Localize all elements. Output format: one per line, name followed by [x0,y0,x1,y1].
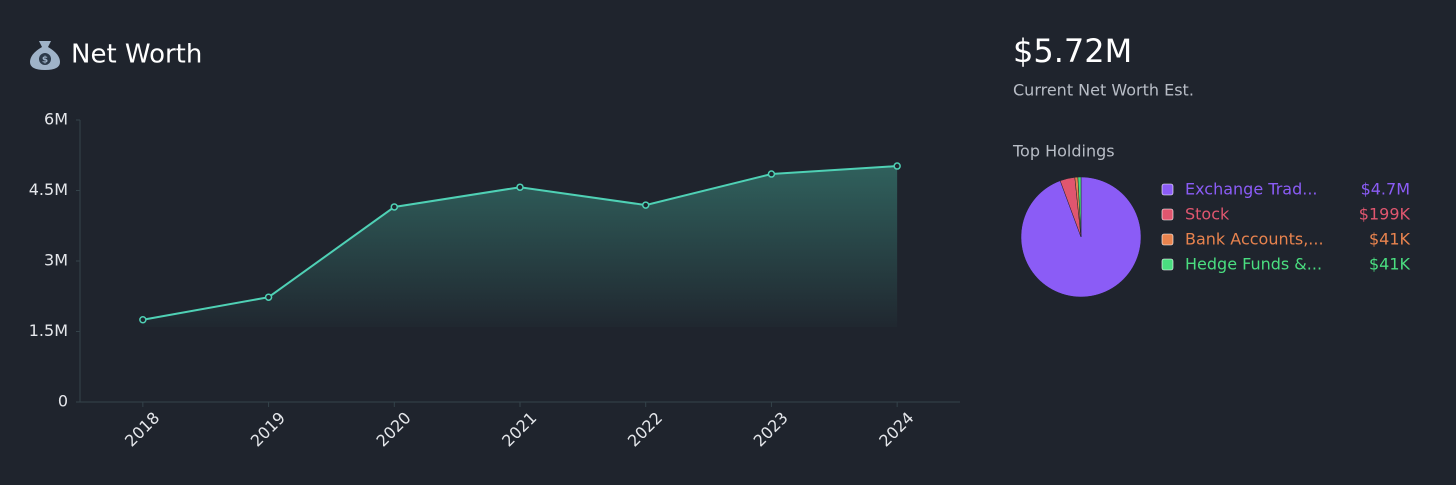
x-tick-label: 2019 [247,408,289,450]
legend-swatch [1161,208,1174,221]
point [516,183,524,191]
legend-label: Bank Accounts,... [1185,230,1324,249]
point [767,170,776,178]
x-tick-label: 2023 [750,408,792,450]
legend-value: $41K [1369,255,1411,274]
y-tick-label: 4.5M [29,180,68,199]
legend-value: $41K [1369,230,1411,249]
svg-text:$: $ [42,56,48,66]
point [641,201,650,209]
legend-swatch [1161,233,1174,246]
x-tick-label: 2024 [875,408,917,450]
legend-value: $4.7M [1361,180,1410,199]
point [264,293,273,301]
point [139,316,147,324]
area-fill [142,166,898,327]
net-worth-value: $5.72M [1013,32,1132,70]
legend-label: Hedge Funds &... [1185,255,1322,274]
legend-label: Exchange Trad... [1185,180,1317,199]
legend-value: $199K [1359,205,1411,224]
x-tick-label: 2020 [372,408,414,450]
x-tick-label: 2021 [498,408,540,450]
money-bag-icon: $ [30,41,60,70]
y-tick-label: 1.5M [29,321,68,340]
y-tick-label: 0 [58,392,68,411]
pie-slice [1077,176,1082,238]
point [893,162,901,170]
net-worth-caption: Current Net Worth Est. [1013,81,1194,100]
legend-swatch [1161,258,1174,271]
x-tick-label: 2022 [624,408,666,450]
y-tick-label: 6M [44,110,68,129]
point [390,203,399,211]
x-tick-label: 2018 [121,408,163,450]
y-tick-label: 3M [44,251,68,270]
legend-swatch [1161,183,1174,196]
page-title: Net Worth [71,40,202,70]
holdings-title: Top Holdings [1012,142,1115,161]
legend-label: Stock [1185,205,1230,224]
